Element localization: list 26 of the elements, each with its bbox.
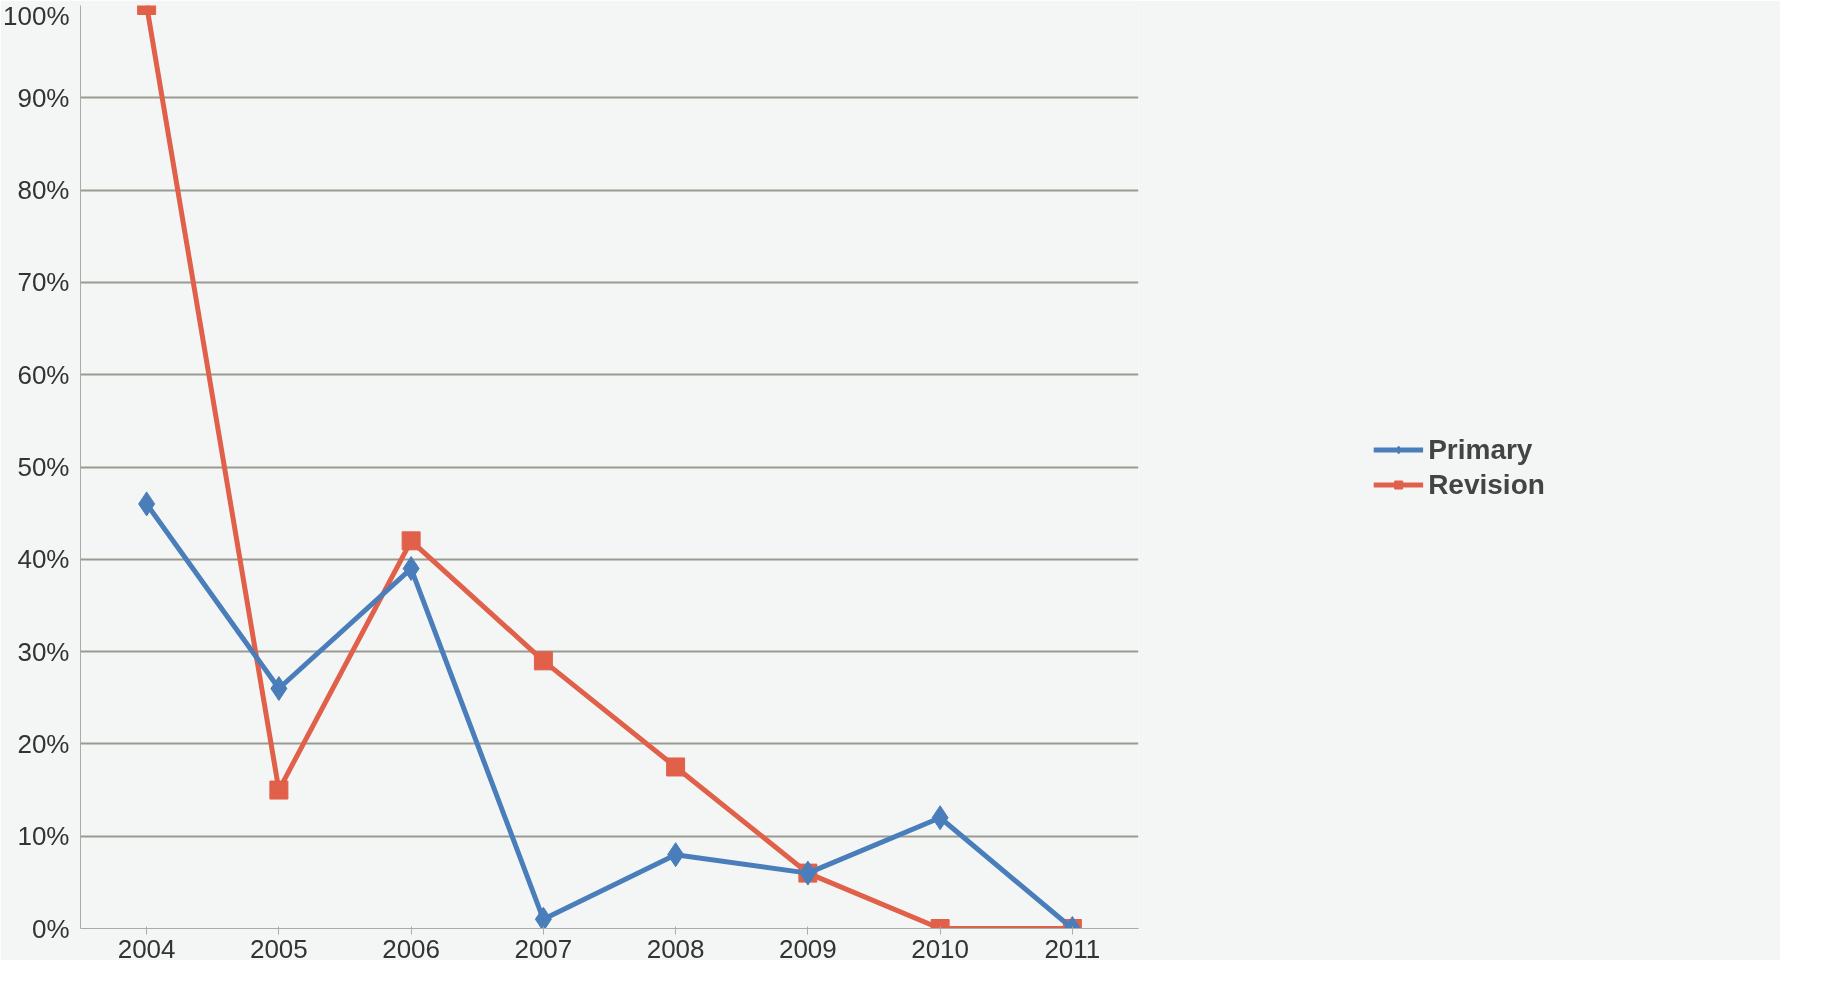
legend-label: Revision [1428, 468, 1545, 500]
x-tick-label: 2005 [249, 933, 308, 964]
y-tick-label: 90% [17, 82, 70, 113]
y-tick-label: 100% [3, 0, 70, 31]
point [401, 531, 421, 551]
y-tick-label: 0% [31, 913, 70, 944]
point [533, 651, 553, 671]
point [534, 906, 552, 929]
y-tick-label: 80% [17, 175, 70, 206]
x-tick-label: 2007 [514, 933, 573, 964]
y-tick-label: 40% [17, 544, 70, 575]
legend-label: Primary [1428, 433, 1533, 465]
x-tick-label: 2010 [911, 933, 970, 964]
x-tick-label: 2008 [646, 933, 705, 964]
point [269, 780, 289, 800]
y-tick-label: 70% [17, 267, 70, 298]
x-tick-label: 2009 [778, 933, 837, 964]
y-tick-label: 30% [17, 636, 70, 667]
y-tick-label: 20% [17, 728, 70, 759]
x-tick-label: 2011 [1044, 933, 1101, 964]
y-tick-label: 10% [17, 821, 70, 852]
x-tick-label: 2004 [117, 933, 176, 964]
y-tick-label: 50% [17, 452, 70, 482]
y-tick-label: 60% [17, 359, 70, 390]
x-tick-label: 2006 [382, 933, 441, 964]
point [666, 757, 686, 777]
